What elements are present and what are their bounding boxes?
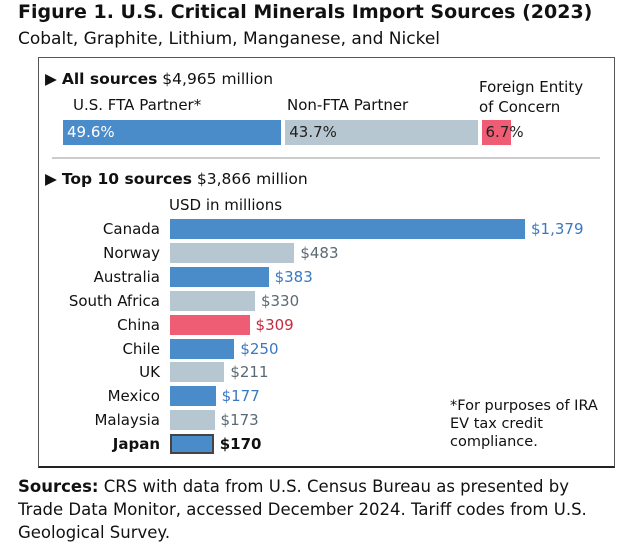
x-axis-label: USD in millions [169, 196, 283, 214]
foec-label-line2: of Concern [479, 98, 561, 116]
share-segment-label: 43.7% [289, 123, 337, 141]
triangle-icon: ▶ [45, 170, 57, 188]
value-label: $483 [300, 243, 339, 262]
bar-south-africa [170, 290, 255, 311]
share-segment-1: 43.7% [285, 120, 478, 145]
value-label: $250 [240, 339, 279, 358]
category-label: Australia [93, 267, 160, 286]
value-label: $170 [219, 435, 262, 454]
bar-uk [170, 362, 225, 383]
value-label: $383 [274, 267, 313, 286]
sources-label: Sources: [18, 477, 99, 496]
foec-label-line1: Foreign Entity [479, 78, 584, 96]
all-sources-label: All sources [61, 70, 158, 88]
top10-heading: ▶ Top 10 sources $3,866 million [45, 170, 308, 188]
category-label: Canada [102, 220, 160, 238]
share-segment-label: 6.7% [485, 123, 524, 141]
share-segment-0: 49.6% [63, 120, 282, 145]
non-fta-label: Non-FTA Partner [287, 96, 409, 114]
bar-chile [170, 338, 235, 359]
value-label: $173 [220, 411, 259, 430]
bar-china [170, 314, 250, 335]
category-label: Mexico [107, 387, 160, 406]
bar-mexico [170, 386, 216, 407]
figure-title: Figure 1. U.S. Critical Minerals Import … [18, 1, 593, 23]
divider [52, 157, 600, 159]
category-label: China [117, 315, 160, 334]
foec-label: Foreign Entity of Concern [479, 77, 583, 117]
value-label: $309 [255, 315, 294, 334]
value-label: $1,379 [531, 220, 584, 238]
bar-australia [170, 266, 269, 287]
triangle-icon: ▶ [45, 70, 57, 88]
share-segment-2: 6.7% [481, 120, 524, 145]
share-segment-label: 49.6% [67, 123, 115, 141]
sources-text: CRS with data from U.S. Census Bureau as… [18, 477, 587, 542]
chart-frame [38, 57, 615, 468]
category-label: Japan [112, 435, 160, 454]
all-sources-heading: ▶ All sources $4,965 million [45, 70, 273, 88]
category-label: UK [139, 363, 160, 382]
category-label: Chile [122, 339, 160, 358]
fta-label: U.S. FTA Partner* [73, 96, 202, 114]
bar-malaysia [170, 410, 215, 431]
value-label: $330 [260, 291, 300, 310]
category-label: Norway [103, 243, 160, 262]
bar-japan [170, 434, 214, 455]
all-sources-total: $4,965 million [162, 70, 274, 88]
figure-subtitle: Cobalt, Graphite, Lithium, Manganese, an… [18, 29, 440, 49]
bar-norway [170, 242, 295, 263]
sources-note: Sources: CRS with data from U.S. Census … [18, 475, 618, 544]
bar-canada [170, 219, 525, 239]
category-label: South Africa [68, 291, 160, 310]
top10-label: Top 10 sources [61, 170, 192, 188]
footnote: *For purposes of IRA EV tax credit compl… [450, 398, 598, 450]
top10-total: $3,866 million [196, 170, 308, 188]
category-label: Malaysia [94, 411, 160, 430]
value-label: $211 [230, 363, 269, 382]
value-label: $177 [221, 387, 260, 406]
